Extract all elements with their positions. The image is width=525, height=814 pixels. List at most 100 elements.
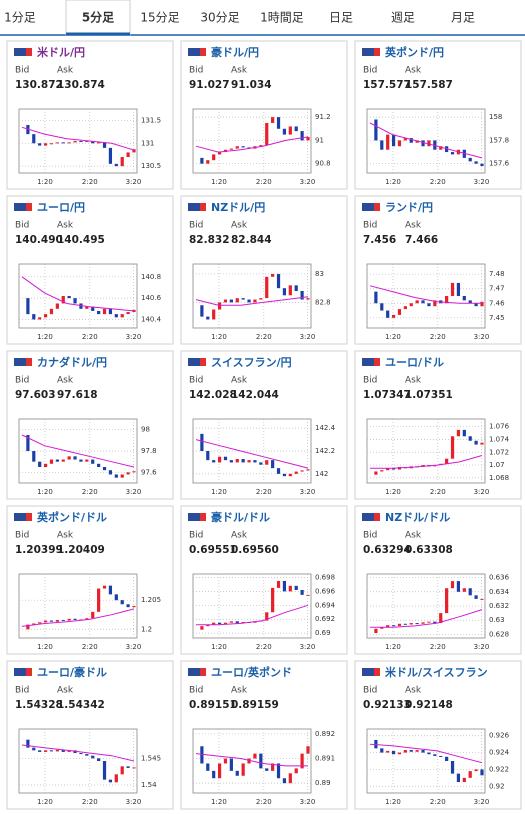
tab[interactable]: 15分足 [140, 11, 179, 25]
pair-name[interactable]: スイスフラン/円 [211, 356, 292, 369]
candle [73, 618, 77, 620]
flag [200, 203, 206, 211]
candle [450, 761, 455, 774]
flag [188, 48, 200, 56]
x-tick-label: 1:20 [385, 798, 401, 806]
y-tick-label: 1.072 [489, 448, 509, 456]
candle [73, 298, 77, 304]
candle [386, 468, 390, 471]
flag [26, 48, 32, 56]
y-tick-label: 0.692 [315, 615, 335, 623]
candle [49, 308, 54, 315]
active-tab [65, 0, 131, 36]
tab[interactable]: 週足 [391, 11, 415, 25]
candle [235, 621, 239, 624]
ask-value: 0.89159 [231, 699, 279, 711]
bid-label: Bid [189, 531, 203, 541]
x-tick-label: 3:20 [474, 333, 490, 341]
x-tick-label: 1:20 [385, 178, 401, 186]
tab[interactable]: 30分足 [200, 11, 239, 25]
candle [49, 459, 54, 464]
candle [468, 588, 472, 596]
x-tick-label: 1:20 [37, 333, 53, 341]
candle [427, 140, 431, 147]
candle [126, 766, 130, 768]
candle [241, 146, 245, 148]
pair-name[interactable]: NZドル/ドル [385, 511, 450, 524]
candle [294, 585, 298, 590]
pair-name[interactable]: 豪ドル/ドル [211, 510, 270, 524]
ask-label: Ask [231, 376, 248, 386]
candle [433, 300, 437, 307]
tab[interactable]: 1時間足 [260, 11, 304, 25]
candle [421, 300, 425, 304]
candle [474, 303, 478, 307]
candle [61, 142, 65, 144]
pair-name[interactable]: カナダドル/円 [37, 355, 107, 369]
candle [61, 459, 65, 462]
tab[interactable]: 5分足 [82, 10, 114, 25]
flag [200, 668, 206, 676]
candle [462, 429, 466, 437]
pair-name[interactable]: 米ドル/スイスフラン [384, 665, 488, 679]
candle [38, 461, 42, 467]
ask-label: Ask [405, 66, 422, 76]
candle [102, 467, 107, 471]
pair-name[interactable]: ユーロ/円 [37, 201, 85, 214]
pair-name[interactable]: ユーロ/英ポンド [211, 665, 292, 679]
x-tick-label: 1:20 [37, 798, 53, 806]
candle [300, 470, 304, 472]
candle [38, 143, 42, 146]
candle [61, 619, 65, 621]
y-tick-label: 140.4 [141, 315, 162, 323]
y-tick-label: 1.07 [489, 461, 505, 469]
candle [97, 463, 101, 467]
flag [200, 358, 206, 366]
pair-name[interactable]: 英ポンド/ドル [36, 510, 107, 524]
candle [265, 612, 269, 621]
tab[interactable]: 日足 [329, 11, 353, 25]
y-tick-label: 0.89 [315, 779, 331, 787]
y-tick-label: 91.2 [315, 113, 331, 121]
candle [253, 299, 257, 303]
candle [288, 126, 292, 135]
x-tick-label: 2:20 [430, 643, 446, 651]
pair-name[interactable]: 米ドル/円 [36, 45, 85, 59]
y-tick-label: 0.694 [315, 601, 336, 609]
candle [43, 620, 48, 623]
ask-label: Ask [405, 531, 422, 541]
candle [229, 621, 233, 623]
pair-name[interactable]: ランド/円 [385, 201, 433, 214]
candle [212, 622, 216, 625]
candle [114, 594, 118, 601]
pair-name[interactable]: ユーロ/豪ドル [37, 665, 107, 679]
candle [38, 317, 42, 320]
candle [55, 303, 59, 309]
candle [120, 474, 124, 478]
candle [259, 753, 263, 769]
flag [362, 513, 374, 521]
candle [415, 750, 419, 752]
tab[interactable]: 1分足 [4, 11, 36, 25]
candle [67, 750, 71, 752]
candle [474, 595, 478, 599]
candle [120, 157, 124, 167]
pair-name[interactable]: NZドル/円 [211, 201, 265, 214]
flag [188, 358, 200, 366]
candle [397, 309, 402, 315]
ask-value: 140.495 [57, 234, 105, 246]
flag [26, 668, 32, 676]
flag [14, 48, 26, 56]
pair-name[interactable]: 英ポンド/円 [384, 45, 444, 59]
x-tick-label: 1:20 [37, 488, 53, 496]
y-tick-label: 0.63 [489, 616, 505, 624]
pair-name[interactable]: 豪ドル/円 [211, 45, 259, 59]
moving-average [21, 608, 135, 627]
x-tick-label: 3:20 [300, 798, 316, 806]
x-tick-label: 2:20 [430, 798, 446, 806]
candle [223, 758, 228, 764]
candle [439, 613, 443, 624]
tab[interactable]: 月足 [451, 11, 475, 25]
pair-name[interactable]: ユーロ/ドル [385, 356, 444, 369]
x-tick-label: 1:20 [211, 178, 227, 186]
